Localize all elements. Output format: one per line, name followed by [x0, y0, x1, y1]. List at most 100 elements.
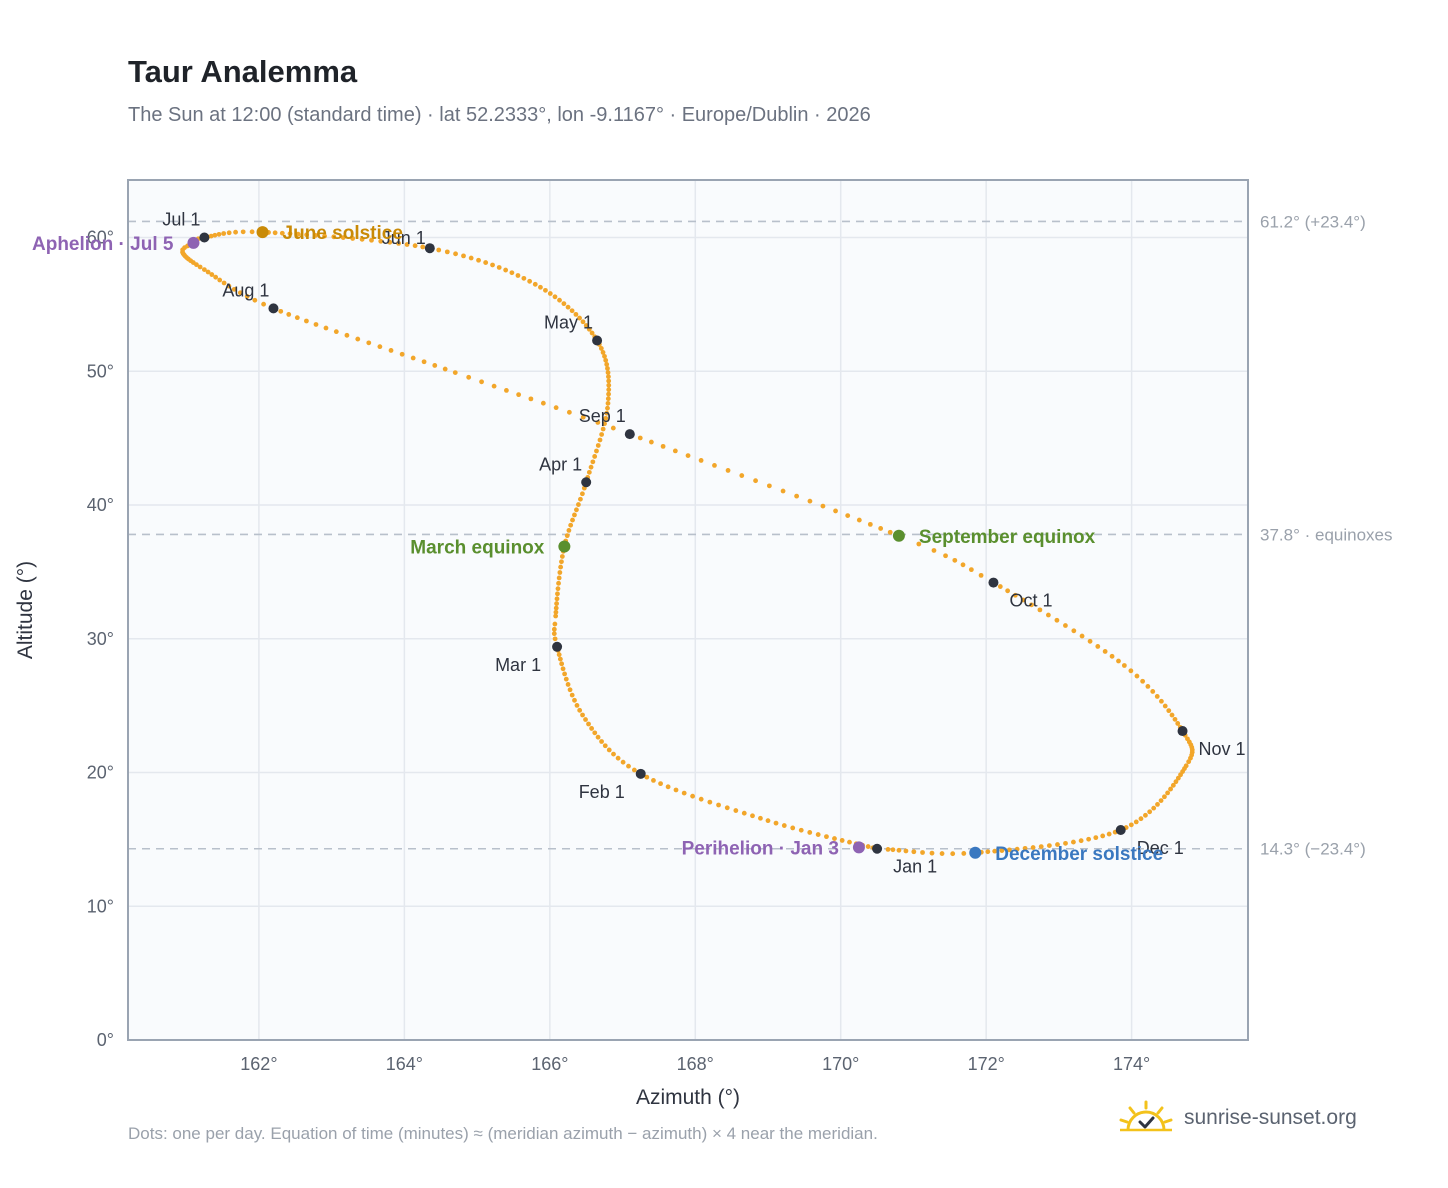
x-tick-label: 162° — [240, 1054, 277, 1074]
day-dot — [313, 232, 318, 238]
day-dot — [595, 443, 601, 448]
day-dot — [606, 747, 612, 753]
day-dot — [604, 361, 610, 367]
day-dot — [606, 387, 612, 393]
day-dot — [565, 304, 571, 310]
day-dot — [997, 584, 1003, 589]
day-dot — [553, 613, 559, 619]
month-label: Dec 1 — [1137, 838, 1184, 858]
day-dot — [378, 238, 384, 244]
day-dot — [865, 844, 871, 849]
day-dot — [890, 847, 896, 853]
day-dot — [599, 432, 605, 437]
x-tick-label: 166° — [531, 1054, 568, 1074]
day-dot — [594, 448, 599, 454]
day-dot — [605, 370, 611, 375]
day-dot — [1175, 775, 1181, 781]
day-dot — [929, 850, 935, 856]
day-dot — [597, 437, 603, 443]
day-dot — [286, 312, 292, 317]
day-dot — [698, 796, 704, 802]
day-dot — [579, 491, 585, 497]
day-dot — [466, 374, 472, 380]
day-dot — [1078, 838, 1084, 844]
day-dot — [1173, 779, 1179, 785]
day-dot — [824, 834, 829, 840]
day-dot — [595, 734, 601, 740]
day-dot — [566, 527, 572, 533]
day-dot — [396, 240, 401, 246]
day-dot — [217, 277, 223, 283]
day-dot — [1087, 638, 1093, 644]
day-dot — [1095, 644, 1101, 649]
day-dot — [221, 280, 227, 286]
day-dot — [605, 400, 611, 406]
day-dot — [560, 666, 566, 672]
day-dot — [442, 366, 448, 372]
brand-name[interactable]: sunrise-sunset.org — [1184, 1106, 1357, 1129]
day-dot — [1100, 833, 1106, 839]
sun-icon — [1119, 1100, 1173, 1132]
day-dot — [602, 743, 608, 749]
day-dot — [599, 739, 604, 744]
day-dot — [578, 496, 583, 502]
day-dot — [231, 286, 237, 292]
day-dot — [209, 272, 215, 277]
month-marker — [424, 243, 435, 254]
event-marker — [256, 226, 269, 239]
day-dot — [527, 278, 533, 284]
day-dot — [576, 502, 581, 507]
day-dot — [589, 330, 595, 336]
day-dot — [573, 311, 579, 317]
day-dot — [515, 273, 521, 278]
day-dot — [741, 810, 747, 816]
day-dot — [553, 605, 559, 611]
day-dot — [572, 697, 577, 703]
day-dot — [294, 315, 300, 321]
chart-title: Taur Analemma — [128, 54, 358, 89]
day-dot — [1038, 844, 1044, 850]
day-dot — [516, 392, 522, 398]
day-dot — [794, 493, 800, 499]
month-marker — [872, 843, 883, 854]
day-dot — [758, 815, 763, 821]
brand[interactable]: sunrise-sunset.org — [1118, 1100, 1357, 1136]
day-dot — [798, 827, 804, 833]
day-dot — [304, 318, 309, 324]
day-dot — [592, 454, 598, 459]
day-dot — [1175, 721, 1181, 726]
month-marker — [988, 577, 999, 588]
day-dot — [421, 359, 427, 365]
day-dot — [331, 234, 337, 240]
event-label: September equinox — [919, 527, 1096, 548]
day-dot — [552, 294, 558, 300]
day-dot — [1186, 759, 1192, 765]
day-dot — [878, 526, 884, 531]
day-dot — [553, 405, 559, 411]
day-dot — [644, 774, 650, 780]
month-label: May 1 — [544, 312, 593, 332]
day-dot — [1178, 772, 1183, 778]
day-dot — [939, 851, 945, 856]
event-label: Aphelion · Jul 5 — [32, 234, 174, 255]
day-dot — [554, 601, 559, 606]
day-dot — [896, 847, 902, 853]
day-dot — [278, 308, 284, 314]
day-dot — [561, 301, 567, 307]
day-dot — [1063, 623, 1068, 628]
day-dot — [244, 294, 250, 299]
day-dot — [344, 332, 350, 338]
day-dot — [574, 507, 579, 513]
plot-frame — [127, 179, 1249, 1041]
day-dot — [559, 559, 564, 565]
day-dot — [606, 391, 611, 397]
day-dot — [551, 631, 557, 637]
day-dot — [503, 267, 509, 273]
day-dot — [1030, 845, 1036, 850]
day-dot — [583, 323, 589, 328]
day-dot — [943, 553, 948, 559]
y-tick-label: 50° — [87, 361, 114, 381]
month-label: Jan 1 — [893, 857, 937, 877]
day-dot — [605, 405, 610, 411]
day-dot — [766, 483, 772, 489]
